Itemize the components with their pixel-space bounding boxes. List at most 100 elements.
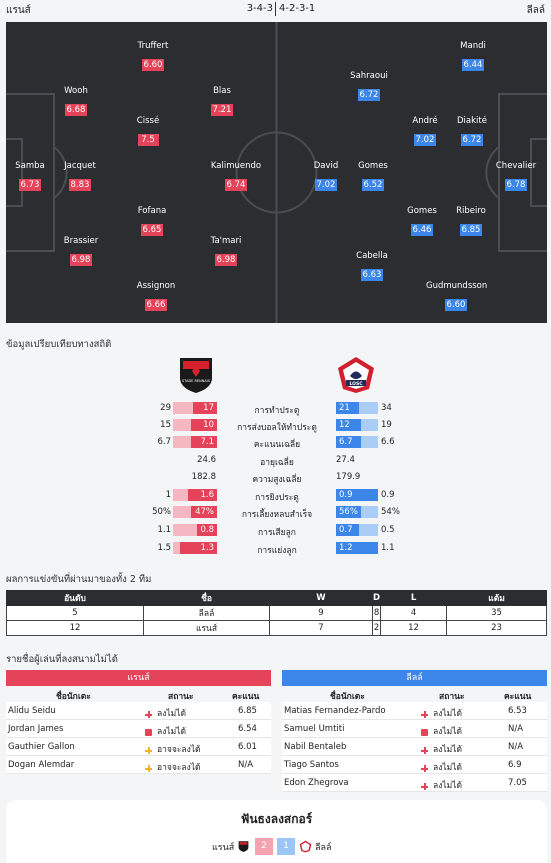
player-rating: 6.65: [140, 224, 164, 236]
column-loss: L: [380, 590, 448, 606]
list-item[interactable]: Gauthier Gallon อาจจะลงได้ 6.01: [6, 738, 271, 756]
player-score: 6.9: [508, 760, 522, 770]
away-player-4[interactable]: Ribeiro 6.85: [441, 206, 501, 236]
home-player-1[interactable]: Samba 6.73: [6, 161, 60, 191]
column-team: ชื่อ: [143, 590, 270, 606]
rennes-crest-text: STADE RENNAIS: [182, 379, 211, 383]
player-rating: 7.21: [210, 104, 234, 116]
home-unavailable-list: แรนส์ ชื่อนักเตะ สถานะ คะแนน Alidu Seidu…: [6, 670, 271, 774]
table-header-row: อันดับ ชื่อ W D L แต้ม: [6, 590, 547, 606]
unavailable-columns: ชื่อนักเตะ สถานะ คะแนน: [6, 686, 271, 702]
home-player-7[interactable]: Fofana 6.65: [122, 206, 182, 236]
away-player-8[interactable]: Sahraoui 6.72: [339, 71, 399, 101]
stat-row: 1 1.6 การยิงประตู 0.9 0.9: [0, 488, 551, 503]
stat-away-value: 0.9: [336, 489, 378, 501]
away-player-7[interactable]: Gomes 6.46: [392, 206, 452, 236]
stat-home-value: 17: [193, 402, 217, 414]
stat-home-value: 1.6: [188, 489, 217, 501]
stat-away-value: 21: [336, 402, 359, 414]
away-player-10[interactable]: Cabella 6.63: [342, 251, 402, 281]
home-player-10[interactable]: Kalimuendo 6.74: [206, 161, 266, 191]
stat-row: 182.8 ความสูงเฉลี่ย 179.9: [0, 470, 551, 485]
stat-label: อายุเฉลี่ย: [260, 458, 294, 468]
player-rating: 6.72: [357, 89, 381, 101]
list-item[interactable]: Samuel Umtiti ลงไม่ได้ N/A: [282, 720, 547, 738]
stat-row: 50% 47% การเลี้ยงหลบสำเร็จ 56% 54%: [0, 505, 551, 520]
player-name: Samba: [15, 161, 45, 171]
list-item[interactable]: Matias Fernandez-Pardo ลงไม่ได้ 6.53: [282, 702, 547, 720]
away-player-1[interactable]: Chevalier 6.78: [486, 161, 546, 191]
player-status: อาจจะลงได้: [157, 763, 201, 773]
player-name: Edon Zhegrova: [284, 778, 349, 788]
player-name: Tiago Santos: [284, 760, 339, 770]
home-vote-button[interactable]: 2: [255, 838, 273, 855]
away-player-5[interactable]: Gudmundsson 6.60: [426, 281, 487, 311]
stat-away-value: 12: [336, 419, 361, 431]
doubtful-cross-icon: [145, 747, 152, 754]
list-item[interactable]: Edon Zhegrova ลงไม่ได้ 7.05: [282, 774, 547, 792]
home-player-2[interactable]: Wooh 6.68: [46, 86, 106, 116]
list-item[interactable]: Jordan James ลงไม่ได้ 6.54: [6, 720, 271, 738]
away-team-name: ลีลล์: [526, 5, 545, 16]
away-player-9[interactable]: Gomes 6.52: [343, 161, 403, 191]
rank-cell: 5: [6, 605, 144, 621]
injury-cross-icon: [421, 765, 428, 772]
column-rank: อันดับ: [6, 590, 144, 606]
player-name: Kalimuendo: [210, 161, 262, 171]
list-item[interactable]: Nabil Bentaleb ลงไม่ได้ N/A: [282, 738, 547, 756]
away-player-2[interactable]: Mandi 6.44: [443, 41, 503, 71]
column-score: คะแนน: [232, 692, 260, 702]
home-player-6[interactable]: Cissé 7.5: [118, 116, 178, 146]
stat-row: 1.5 1.3 การแย่งลูก 1.2 1.1: [0, 541, 551, 556]
list-item[interactable]: Tiago Santos ลงไม่ได้ 6.9: [282, 756, 547, 774]
column-win: W: [269, 590, 373, 606]
stat-away-bar: 6.7: [336, 436, 378, 448]
injury-cross-icon: [421, 783, 428, 790]
stat-away-total: 54%: [381, 507, 400, 517]
home-player-5[interactable]: Truffert 6.60: [123, 41, 183, 71]
red-card-icon: [421, 729, 428, 736]
stat-away-value: 0.7: [336, 524, 359, 536]
away-player-3[interactable]: Diakité 6.72: [442, 116, 502, 146]
lille-crest-icon: LOSC: [338, 357, 374, 393]
home-player-11[interactable]: Ta'mari 6.98: [196, 236, 256, 266]
draw-cell: 8: [371, 605, 382, 621]
player-name: Fofana: [137, 206, 167, 216]
stat-away-total: 0.9: [381, 490, 395, 500]
player-rating: 6.98: [69, 254, 93, 266]
stat-home-total: 1.1: [157, 525, 171, 535]
player-rating: 6.46: [410, 224, 434, 236]
home-player-8[interactable]: Assignon 6.66: [126, 281, 186, 311]
player-name: Gomes: [358, 161, 388, 171]
column-score: คะแนน: [504, 692, 532, 702]
player-rating: 6.63: [360, 269, 384, 281]
stat-away-total: 0.5: [381, 525, 395, 535]
away-player-11[interactable]: David 7.02: [296, 161, 356, 191]
player-score: 6.85: [238, 706, 257, 716]
home-player-9[interactable]: Blas 7.21: [192, 86, 252, 116]
away-vote-button[interactable]: 1: [277, 838, 295, 855]
stat-away-total: 1.1: [381, 543, 395, 553]
list-item[interactable]: Dogan Alemdar อาจจะลงได้ N/A: [6, 756, 271, 774]
player-name: Gauthier Gallon: [8, 742, 75, 752]
player-name: Assignon: [136, 281, 176, 291]
player-status: ลงไม่ได้: [433, 727, 463, 737]
injury-cross-icon: [421, 711, 428, 718]
player-status: ลงไม่ได้: [157, 727, 187, 737]
away-player-6[interactable]: André 7.02: [395, 116, 455, 146]
fan-away-team: ลีลล์: [315, 843, 332, 853]
fan-home-team: แรนส์: [212, 843, 235, 853]
list-item[interactable]: Alidu Seidu ลงไม่ได้ 6.85: [6, 702, 271, 720]
stat-away-value: 179.9: [336, 472, 361, 482]
stat-label: การยิงประตู: [255, 493, 299, 503]
player-rating: 6.44: [461, 59, 485, 71]
home-player-4[interactable]: Brassier 6.98: [51, 236, 111, 266]
stat-away-bar: 1.2: [336, 542, 378, 554]
stat-home-bar: 7.1: [173, 436, 217, 448]
stat-away-bar: 56%: [336, 506, 378, 518]
player-name: Chevalier: [495, 161, 537, 171]
away-unavailable-list: ลีลล์ ชื่อนักเตะ สถานะ คะแนน Matias Fern…: [282, 670, 547, 792]
home-player-3[interactable]: Jacquet 8.83: [50, 161, 110, 191]
column-draw: D: [371, 590, 382, 606]
stat-home-value: 1.3: [180, 542, 217, 554]
